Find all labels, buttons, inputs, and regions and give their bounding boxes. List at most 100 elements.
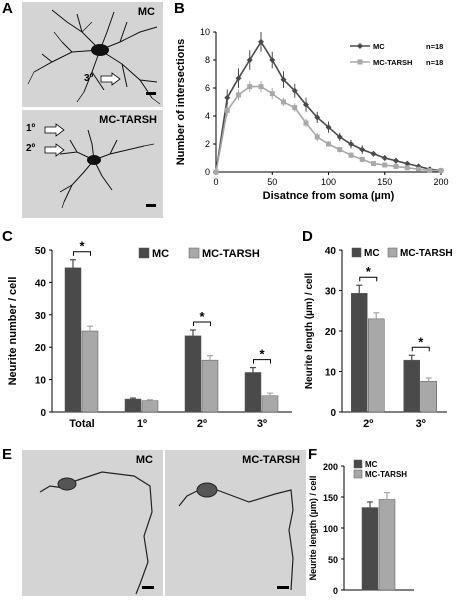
arrow-label-2: 2º xyxy=(26,143,36,154)
category-label: 2º xyxy=(197,418,207,430)
data-point xyxy=(427,168,433,174)
neuron-image-e-mc-tarsh xyxy=(178,482,294,591)
y-tick-label: 0 xyxy=(330,408,336,419)
arrow-icon xyxy=(44,143,65,157)
data-point xyxy=(281,99,286,105)
data-point xyxy=(258,38,264,45)
arrow-label-1: 1º xyxy=(26,123,36,134)
y-tick-label: 30 xyxy=(35,311,47,322)
y-tick-label: 10 xyxy=(200,27,210,37)
data-point xyxy=(235,75,242,82)
y-tick-label: 2 xyxy=(205,139,210,149)
y-tick-label: 100 xyxy=(323,524,338,534)
arrow-icon xyxy=(44,123,65,137)
data-point xyxy=(224,107,230,113)
data-point xyxy=(404,165,410,171)
bar-mc xyxy=(244,372,262,413)
data-point xyxy=(404,160,411,167)
significance-star: * xyxy=(418,334,424,349)
y-tick-label: 200 xyxy=(323,462,338,472)
data-point xyxy=(359,156,365,162)
bar-mc-tarsh xyxy=(368,318,385,413)
data-point xyxy=(292,105,298,111)
micrograph-mc: MC 3º xyxy=(22,2,163,107)
category-label: Total xyxy=(69,418,94,430)
category-label: 3º xyxy=(416,418,426,430)
micrograph-e-mc: MC xyxy=(22,450,163,596)
micrograph-label-e-mc-tarsh: MC-TARSH xyxy=(242,454,300,466)
chart-c: 0 10 20 30 40 50 Total * 1º 2º * 3º * Neurite number … xyxy=(7,240,292,430)
bar-mc xyxy=(351,293,368,413)
y-tick-label: 4 xyxy=(205,111,210,121)
legend-label: MC-TARSH xyxy=(400,248,453,259)
panel-letter-c: C xyxy=(2,228,13,245)
x-axis-label: Disatnce from soma (µm) xyxy=(263,190,395,202)
data-point xyxy=(381,155,388,161)
y-tick-label: 50 xyxy=(35,246,47,257)
legend-label: MC xyxy=(373,42,385,51)
bar-mc xyxy=(361,507,379,591)
data-point xyxy=(236,92,241,98)
category-label: 1º xyxy=(137,418,147,430)
data-point xyxy=(269,57,276,63)
significance-star: * xyxy=(79,240,85,254)
y-tick-label: 0 xyxy=(205,167,210,177)
data-point xyxy=(269,91,275,97)
data-point xyxy=(280,76,287,83)
y-tick-label: 10 xyxy=(325,368,337,379)
arrow-icon xyxy=(100,72,121,86)
bar-mc xyxy=(64,267,82,413)
y-tick-label: 10 xyxy=(35,376,47,387)
data-point xyxy=(336,134,343,140)
data-point xyxy=(416,166,421,172)
significance-star: * xyxy=(366,264,372,279)
x-tick-label: 0 xyxy=(213,177,218,187)
y-tick-label: 0 xyxy=(40,408,46,419)
y-axis-label: Neurite length (µm) / cell xyxy=(304,273,315,390)
data-point xyxy=(303,101,309,108)
neuron-image-mc-tarsh xyxy=(59,129,156,209)
neuron-image-e-mc xyxy=(39,471,154,595)
legend-swatch xyxy=(351,247,362,258)
x-tick-label: 150 xyxy=(377,177,392,187)
legend-label: MC xyxy=(152,248,169,260)
bar-mc-tarsh xyxy=(141,400,159,413)
y-tick-label: 150 xyxy=(323,493,338,503)
y-tick-label: 20 xyxy=(35,343,47,354)
data-point xyxy=(359,146,366,153)
bar-mc-tarsh xyxy=(201,359,219,413)
legend-label: MC-TARSH xyxy=(202,248,260,260)
micrograph-label-mc-tarsh: MC-TARSH xyxy=(99,114,157,126)
legend-n: n=18 xyxy=(426,58,443,67)
chart-f: 0 50 100 150 200 Neurite length (µm) / cell MC… xyxy=(308,459,414,596)
data-point xyxy=(371,161,376,167)
significance-bracket xyxy=(411,346,430,352)
category-label: 3º xyxy=(257,418,267,430)
bar-mc-tarsh xyxy=(261,395,279,413)
y-axis-label: Neurite length (µm) / cell xyxy=(308,476,318,581)
chart-d: 0 10 20 30 40 2º * 3º * Neurite length (µm) / cel… xyxy=(304,246,453,430)
micrograph-label-e-mc: MC xyxy=(135,454,153,466)
data-point xyxy=(314,134,320,140)
panel-letter-e: E xyxy=(2,446,13,463)
legend-marker xyxy=(357,59,363,65)
significance-bracket xyxy=(253,359,271,364)
legend-swatch xyxy=(353,469,363,479)
data-point xyxy=(325,124,332,131)
legend-swatch xyxy=(353,459,363,469)
y-tick-label: 8 xyxy=(205,55,210,65)
y-tick-label: 0 xyxy=(333,586,338,596)
data-point xyxy=(393,157,399,164)
y-tick-label: 30 xyxy=(325,287,337,298)
bar-mc-tarsh xyxy=(378,499,396,591)
x-tick-label: 50 xyxy=(267,177,277,187)
y-tick-label: 40 xyxy=(35,278,47,289)
data-point xyxy=(438,168,444,174)
x-tick-label: 100 xyxy=(321,177,336,187)
legend-swatch xyxy=(387,247,398,258)
bar-mc-tarsh xyxy=(81,330,99,413)
data-point xyxy=(213,169,219,175)
significance-star: * xyxy=(199,309,205,324)
data-point xyxy=(393,163,399,169)
legend-swatch xyxy=(188,247,200,259)
